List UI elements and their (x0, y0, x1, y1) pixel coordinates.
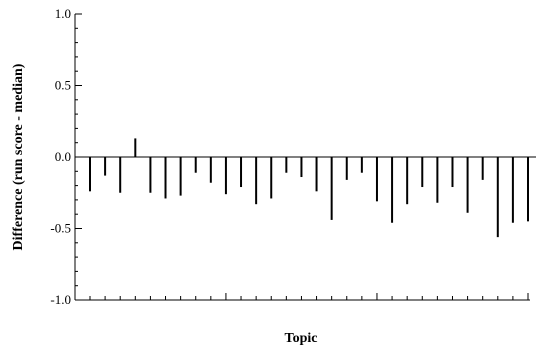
y-tick-label: 0.5 (55, 78, 71, 93)
bars (89, 138, 529, 238)
y-tick-label: -0.5 (50, 221, 71, 236)
x-axis-title: Topic (285, 331, 318, 346)
y-axis-title: Difference (run score - median) (11, 63, 26, 250)
x-axis (75, 293, 530, 301)
y-tick-label: -1.0 (50, 292, 71, 307)
y-tick-label: 1.0 (55, 6, 71, 21)
y-axis: 1.0 0.5 0.0 -0.5 -1.0 (50, 6, 82, 307)
y-tick-label: 0.0 (55, 149, 71, 164)
